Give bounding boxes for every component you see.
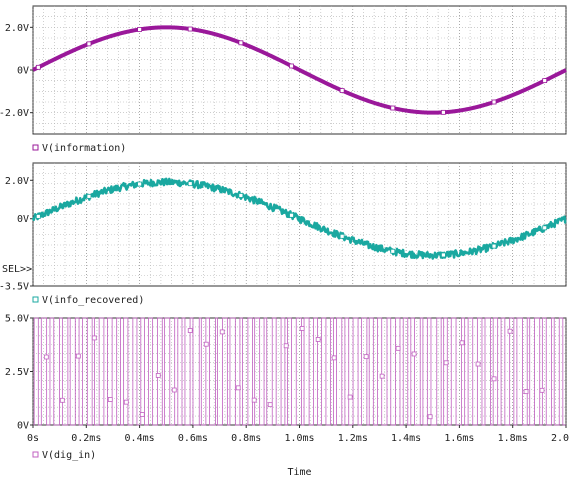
series-marker (137, 27, 143, 32)
y-tick-label: -3.5V (0, 282, 29, 293)
series-marker (86, 193, 92, 199)
series-marker (267, 402, 273, 408)
series-marker (542, 225, 548, 231)
series-marker (427, 414, 433, 420)
legend-label: V(info_recovered) (42, 295, 144, 306)
y-tick-label: 5.0V (5, 314, 29, 325)
series-marker (59, 397, 65, 403)
series-marker (443, 360, 449, 366)
series-line-V(dig_in) (33, 317, 566, 426)
series-marker (491, 243, 497, 249)
x-axis: 0s 0.2ms 0.4ms 0.6ms 0.8ms 1.0ms 1.2ms 1.4ms 1.6… (27, 425, 569, 478)
x-tick-label: 0.2ms (71, 433, 101, 444)
series-marker (283, 343, 289, 349)
series-marker (390, 105, 396, 111)
series-marker (363, 354, 369, 360)
y-tick-label: 2.0V (5, 23, 29, 34)
series-marker (379, 373, 385, 379)
series-marker (155, 373, 161, 378)
series-marker (43, 354, 49, 360)
x-tick-label: 0.8ms (231, 433, 261, 444)
legend-label: V(dig_in) (42, 450, 96, 461)
series-marker (347, 394, 353, 400)
series-marker (35, 214, 41, 219)
y-tick-label: 2.0V (5, 176, 29, 187)
series-marker (289, 63, 294, 69)
series-marker (459, 340, 465, 346)
x-tick-label: 1.4ms (391, 433, 421, 444)
plot-panel-1: 2.0V 0V -2.0V V(information) (0, 5, 568, 154)
legend-label: V(information) (42, 143, 126, 154)
series-marker (219, 329, 225, 335)
series-marker (137, 181, 143, 187)
legend-swatch (32, 144, 39, 151)
series-marker (187, 26, 193, 32)
series-marker (441, 109, 446, 115)
series-marker (299, 326, 305, 331)
series-marker (171, 387, 177, 393)
series-marker (315, 337, 321, 342)
legend-swatch (32, 296, 39, 303)
x-tick-label: 1.2ms (338, 433, 368, 444)
series-marker (75, 353, 81, 359)
series-marker (523, 389, 529, 395)
series-marker (475, 361, 481, 367)
series-marker (491, 376, 497, 382)
series-marker (238, 193, 244, 198)
x-tick-label: 1.0ms (284, 433, 314, 444)
plot-panel-2: 2.0V 0V -3.5V SEL>> V(info_recovered) (0, 162, 567, 306)
series-marker (187, 181, 193, 187)
series-marker (86, 41, 92, 47)
series-marker (390, 248, 396, 254)
series-marker (107, 397, 113, 402)
x-tick-label: 0.4ms (125, 433, 155, 444)
series-marker (238, 40, 244, 46)
y-tick-label: 0V (17, 66, 29, 77)
x-tick-label: 2.0ms (551, 433, 569, 444)
series-marker (289, 212, 294, 218)
x-tick-label: 0.6ms (178, 433, 208, 444)
series-marker (507, 328, 513, 334)
x-tick-label: 0s (27, 433, 39, 444)
series-marker (35, 64, 41, 70)
legend-swatch (32, 451, 39, 458)
y-tick-label: -2.0V (0, 108, 29, 119)
series-line-V(info_recovered) (31, 177, 567, 260)
y-tick-label: 0V (17, 214, 29, 225)
plot-panel-3: 5.0V 2.5V 0V V(dig_in) (5, 314, 567, 461)
series-marker (187, 328, 193, 333)
series-marker (91, 335, 97, 341)
y-tick-label: 2.5V (5, 367, 29, 378)
x-tick-label: 1.8ms (498, 433, 528, 444)
series-marker (235, 385, 241, 391)
series-marker (539, 387, 545, 393)
series-marker (339, 233, 345, 239)
series-marker (123, 399, 129, 405)
selected-plot-marker: SEL>> (2, 264, 32, 275)
series-marker (331, 355, 337, 361)
series-marker (542, 78, 548, 84)
series-marker (395, 345, 401, 351)
x-tick-label: 1.6ms (444, 433, 474, 444)
x-axis-label: Time (287, 467, 311, 478)
series-marker (339, 88, 345, 93)
series-marker (139, 412, 145, 417)
y-tick-label: 0V (17, 421, 29, 432)
series-marker (251, 397, 257, 403)
series-marker (441, 252, 446, 258)
series-marker (203, 341, 209, 347)
series-marker (491, 99, 497, 105)
series-marker (411, 351, 417, 357)
series-line-V(information) (31, 25, 568, 115)
